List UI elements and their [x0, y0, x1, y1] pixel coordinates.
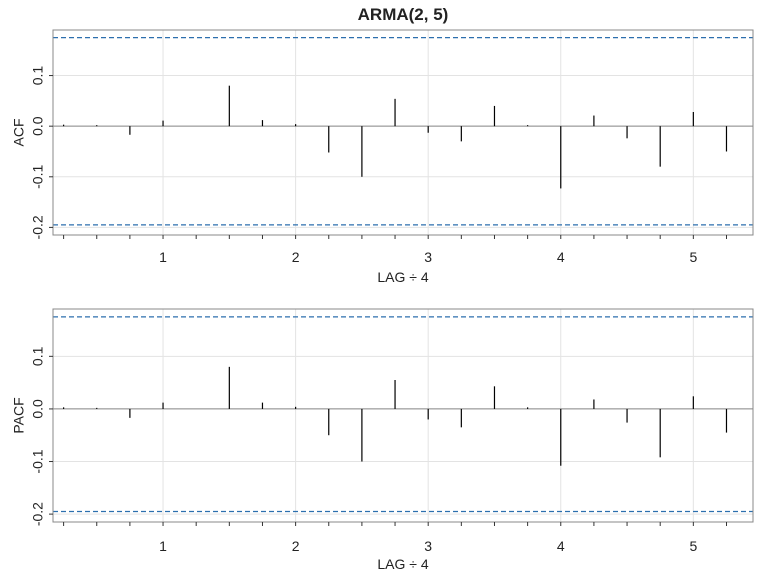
pacf-panel: 1 2 3 4 5 -0.2 -0.1 0.0 0.1 LAG ÷ 4 PACF — [11, 308, 754, 572]
acf-y-tick-label: 0.1 — [30, 66, 46, 86]
acf-x-axis-label: LAG ÷ 4 — [377, 269, 428, 285]
pacf-y-axis-label: PACF — [11, 397, 27, 433]
acf-x-tick-label: 4 — [557, 249, 565, 265]
pacf-frame — [52, 308, 754, 523]
acf-y-tick-label: 0.0 — [30, 116, 46, 136]
pacf-y-tick-label: -0.2 — [30, 502, 46, 526]
pacf-y-tick-label: -0.1 — [30, 449, 46, 473]
pacf-x-tick-label: 3 — [424, 538, 432, 554]
pacf-y-tick-label: 0.0 — [30, 399, 46, 419]
pacf-y-tick-label: 0.1 — [30, 346, 46, 366]
pacf-x-tick-label: 5 — [689, 538, 697, 554]
acf-x-tick-label: 1 — [159, 249, 167, 265]
acf-x-tick-label: 5 — [689, 249, 697, 265]
pacf-x-tick-label: 1 — [159, 538, 167, 554]
acf-x-tick-label: 2 — [292, 249, 300, 265]
acf-x-tick-label: 3 — [424, 249, 432, 265]
acf-y-tick-label: -0.2 — [30, 215, 46, 239]
pacf-x-axis-label: LAG ÷ 4 — [377, 556, 428, 572]
pacf-x-tick-label: 2 — [292, 538, 300, 554]
acf-y-axis-label: ACF — [11, 119, 27, 147]
acf-frame — [52, 29, 754, 236]
acf-panel: 1 2 3 4 5 -0.2 -0.1 0.0 0.1 LAG ÷ 4 ACF ARMA(2, 5) — [11, 5, 754, 285]
acf-y-tick-label: -0.1 — [30, 165, 46, 189]
pacf-x-tick-label: 4 — [557, 538, 565, 554]
chart-title: ARMA(2, 5) — [358, 5, 449, 24]
